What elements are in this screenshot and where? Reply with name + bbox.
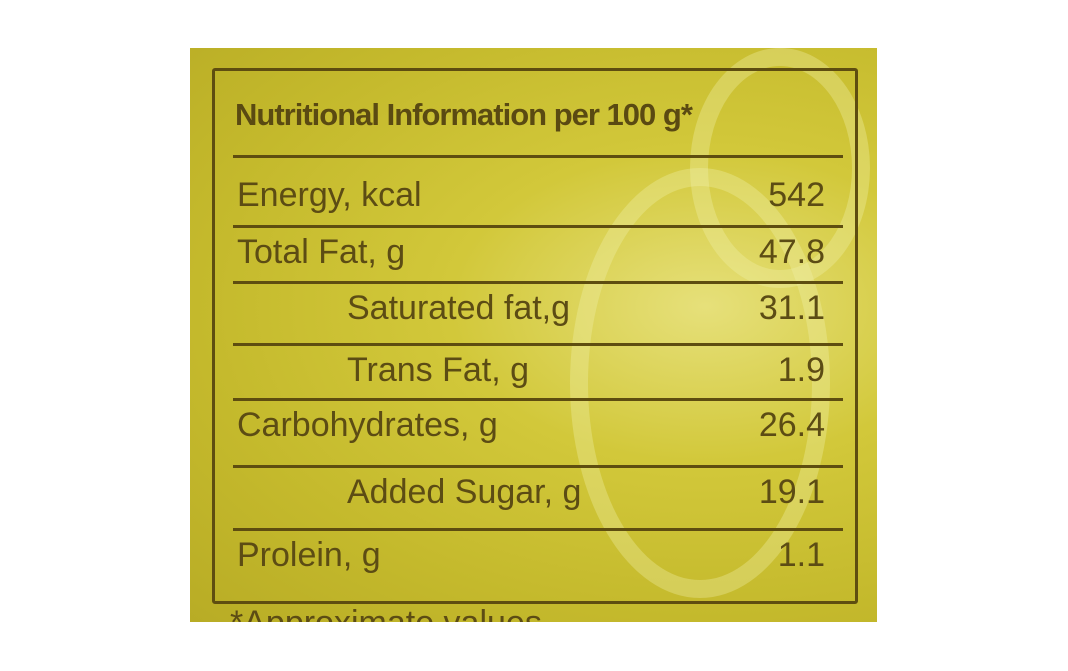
nutrient-value: 542 bbox=[768, 176, 825, 214]
nutrient-name: Carbohydrates, g bbox=[237, 406, 498, 444]
nutrient-value: 19.1 bbox=[758, 473, 825, 511]
divider bbox=[233, 465, 843, 468]
nutrient-name: Added Sugar, g bbox=[347, 473, 582, 511]
divider bbox=[233, 225, 843, 228]
nutrient-value: 1.1 bbox=[777, 536, 825, 574]
footnote: *Approximate values bbox=[230, 604, 542, 622]
divider bbox=[233, 528, 843, 531]
nutrient-name: Total Fat, g bbox=[237, 233, 406, 271]
nutrient-name: Energy, kcal bbox=[237, 176, 422, 214]
divider bbox=[233, 343, 843, 346]
nutrient-value: 47.8 bbox=[758, 233, 825, 271]
divider bbox=[233, 281, 843, 284]
table-title: Nutritional Information per 100 g* bbox=[235, 97, 693, 132]
nutrient-name: Saturated fat,g bbox=[347, 289, 571, 327]
nutrition-label-photo: Nutritional Information per 100 g* Energ… bbox=[190, 48, 877, 622]
divider bbox=[233, 398, 843, 401]
nutrient-value: 1.9 bbox=[777, 351, 825, 389]
nutrient-name: Trans Fat, g bbox=[347, 351, 530, 389]
nutrient-name: Prolein, g bbox=[237, 536, 381, 574]
nutrition-table: Nutritional Information per 100 g* Energ… bbox=[212, 68, 858, 604]
divider bbox=[233, 155, 843, 158]
nutrient-value: 31.1 bbox=[758, 289, 825, 327]
nutrient-value: 26.4 bbox=[758, 406, 825, 444]
